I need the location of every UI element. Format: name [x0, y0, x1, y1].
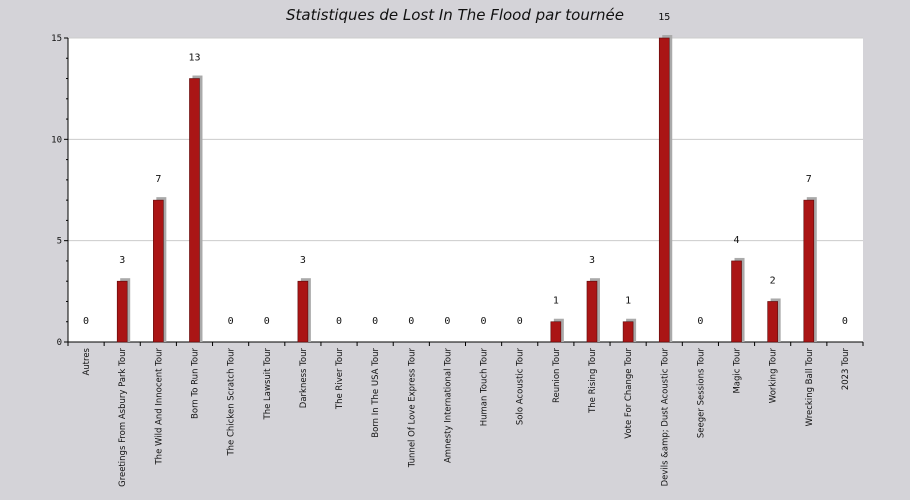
- data-label: 1: [625, 296, 631, 307]
- x-tick-label: Vote For Change Tour: [624, 348, 634, 439]
- x-tick-label: Magic Tour: [733, 348, 743, 394]
- data-label: 0: [264, 316, 270, 327]
- x-tick-label: Greetings From Asbury Park Tour: [118, 348, 128, 487]
- data-label: 0: [444, 316, 450, 327]
- data-label: 15: [658, 12, 670, 23]
- data-label: 0: [842, 316, 848, 327]
- bar: [297, 280, 309, 343]
- data-label: 0: [408, 316, 414, 327]
- data-label: 0: [336, 316, 342, 327]
- x-tick-label: Wrecking Ball Tour: [805, 348, 815, 427]
- y-tick-label: 0: [57, 338, 62, 348]
- data-label: 3: [119, 255, 125, 266]
- bar: [153, 199, 164, 343]
- data-label: 7: [155, 174, 161, 185]
- data-label: 3: [300, 255, 306, 266]
- bar: [731, 260, 742, 343]
- chart-title: Statistiques de Lost In The Flood par to…: [285, 6, 624, 24]
- bar: [658, 37, 670, 343]
- data-label: 0: [372, 316, 378, 327]
- x-tick-label: The Chicken Scratch Tour: [227, 348, 237, 457]
- x-tick-label: Human Touch Tour: [480, 348, 490, 427]
- x-tick-label: Amnesty International Tour: [443, 348, 453, 463]
- data-label: 0: [697, 316, 703, 327]
- data-label: 3: [589, 255, 595, 266]
- data-label: 4: [734, 235, 740, 246]
- x-tick-label: Solo Acoustic Tour: [516, 348, 526, 426]
- data-label: 0: [517, 316, 523, 327]
- bar: [622, 321, 634, 343]
- bar: [586, 280, 598, 343]
- data-label: 0: [228, 316, 234, 327]
- x-tick-label: Working Tour: [769, 347, 779, 403]
- x-tick-label: The Rising Tour: [588, 348, 598, 414]
- x-tick-label: Seeger Sessions Tour: [696, 348, 706, 439]
- y-tick-label: 15: [51, 34, 62, 44]
- data-label: 1: [553, 296, 559, 307]
- x-tick-label: Born To Run Tour: [190, 348, 200, 419]
- x-tick-label: Tunnel Of Love Express Tour: [407, 348, 417, 469]
- bar: [189, 78, 200, 343]
- data-label: 13: [188, 53, 200, 64]
- x-tick-label: Born In The USA Tour: [371, 348, 381, 438]
- bar: [803, 199, 815, 343]
- x-tick-label: Autres: [82, 347, 92, 375]
- data-label: 0: [481, 316, 487, 327]
- bar: [550, 321, 562, 343]
- data-label: 0: [83, 316, 89, 327]
- data-label: 2: [770, 275, 776, 286]
- x-tick-label: Devils &amp; Dust Acoustic Tour: [660, 347, 670, 486]
- bar: [767, 301, 778, 343]
- data-label: 7: [806, 174, 812, 185]
- bar: [116, 280, 128, 343]
- x-tick-label: Reunion Tour: [552, 348, 562, 404]
- y-tick-label: 10: [51, 135, 62, 145]
- x-tick-label: The Wild And Innocent Tour: [154, 348, 164, 466]
- x-tick-label: Darkness Tour: [299, 348, 309, 409]
- x-tick-label: The Lawsuit Tour: [263, 347, 273, 420]
- x-tick-label: 2023 Tour: [841, 348, 851, 391]
- x-tick-label: The River Tour: [335, 348, 345, 411]
- y-tick-label: 5: [57, 237, 62, 247]
